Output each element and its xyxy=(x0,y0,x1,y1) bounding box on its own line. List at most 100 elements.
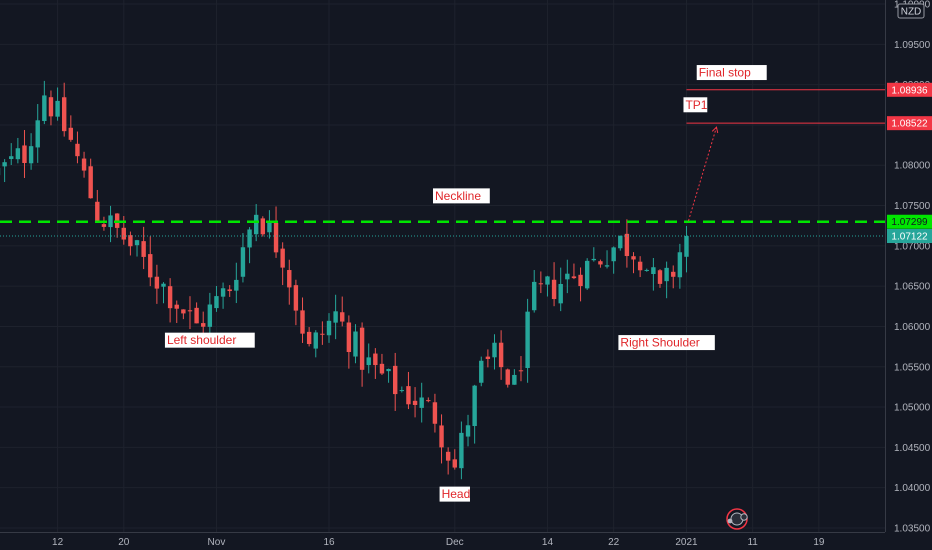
candle-body[interactable] xyxy=(174,304,179,309)
candle-body[interactable] xyxy=(644,269,649,271)
annotation-head[interactable]: Head xyxy=(439,486,471,502)
candle-body[interactable] xyxy=(571,276,577,279)
candle-body[interactable] xyxy=(267,222,272,233)
candle-body[interactable] xyxy=(300,310,305,334)
candle-body[interactable] xyxy=(353,331,358,357)
candle-body[interactable] xyxy=(498,342,504,368)
candle-body[interactable] xyxy=(247,229,252,248)
candle-body[interactable] xyxy=(439,425,444,448)
candle-body[interactable] xyxy=(538,283,544,285)
candle-body[interactable] xyxy=(366,357,371,366)
candle-body[interactable] xyxy=(207,304,213,327)
candle-body[interactable] xyxy=(287,270,292,288)
candle-body[interactable] xyxy=(121,227,126,240)
candle-body[interactable] xyxy=(671,271,676,277)
candle-body[interactable] xyxy=(551,279,557,300)
candle-body[interactable] xyxy=(631,256,636,260)
candle-body[interactable] xyxy=(492,342,497,358)
candle-body[interactable] xyxy=(273,222,279,253)
candle-body[interactable] xyxy=(479,360,484,383)
candle-body[interactable] xyxy=(187,310,193,312)
candle-body[interactable] xyxy=(426,400,431,402)
candle-body[interactable] xyxy=(419,397,424,408)
annotation-tp1[interactable]: TP1 xyxy=(683,97,708,113)
candle-body[interactable] xyxy=(22,145,27,164)
candle-body[interactable] xyxy=(42,95,47,122)
candle-body[interactable] xyxy=(320,333,325,335)
candle-body[interactable] xyxy=(584,260,590,289)
candle-body[interactable] xyxy=(234,279,239,291)
candle-body[interactable] xyxy=(306,331,312,345)
candle-body[interactable] xyxy=(333,311,338,323)
currency-badge[interactable]: NZD xyxy=(897,3,925,19)
candle-body[interactable] xyxy=(108,215,113,228)
candle-body[interactable] xyxy=(637,261,643,271)
candles-layer[interactable] xyxy=(0,80,689,480)
candle-body[interactable] xyxy=(558,284,563,304)
price-axis[interactable]: 1.03500 1.04000 1.04500 1.05000 1.05500 1.060… xyxy=(885,0,932,534)
candle-body[interactable] xyxy=(220,288,226,297)
candle-body[interactable] xyxy=(148,254,153,278)
candle-body[interactable] xyxy=(432,402,438,424)
candle-body[interactable] xyxy=(167,286,173,309)
candle-body[interactable] xyxy=(62,97,67,132)
candle-body[interactable] xyxy=(532,281,537,311)
candle-body[interactable] xyxy=(578,274,583,287)
candle-body[interactable] xyxy=(445,451,451,461)
candle-body[interactable] xyxy=(399,390,405,392)
candle-body[interactable] xyxy=(181,309,186,314)
candle-body[interactable] xyxy=(518,370,524,372)
candle-body[interactable] xyxy=(260,218,265,235)
candle-body[interactable] xyxy=(472,385,477,427)
candle-body[interactable] xyxy=(293,285,299,311)
candle-body[interactable] xyxy=(2,162,7,167)
candle-body[interactable] xyxy=(326,320,332,336)
candle-body[interactable] xyxy=(280,248,285,268)
candle-body[interactable] xyxy=(128,235,133,247)
candle-body[interactable] xyxy=(88,166,93,199)
candle-body[interactable] xyxy=(459,432,464,469)
candle-body[interactable] xyxy=(512,374,517,385)
candle-body[interactable] xyxy=(75,143,80,157)
candle-body[interactable] xyxy=(624,233,630,257)
candle-body[interactable] xyxy=(55,100,60,117)
candle-body[interactable] xyxy=(664,267,669,282)
candle-body[interactable] xyxy=(28,146,34,164)
candle-body[interactable] xyxy=(565,273,570,280)
candle-body[interactable] xyxy=(154,276,160,289)
candle-body[interactable] xyxy=(359,327,365,370)
candle-body[interactable] xyxy=(598,261,603,265)
candle-body[interactable] xyxy=(141,241,146,257)
candle-body[interactable] xyxy=(379,363,385,374)
annotation-left-shoulder[interactable]: Left shoulder xyxy=(164,332,255,348)
annotation-neckline[interactable]: Neckline xyxy=(433,188,490,204)
candle-body[interactable] xyxy=(412,400,418,405)
candle-body[interactable] xyxy=(657,270,663,284)
levels-layer[interactable] xyxy=(0,89,885,237)
annotation-final-stop[interactable]: Final stop xyxy=(696,65,767,81)
candle-body[interactable] xyxy=(95,201,100,223)
candle-body[interactable] xyxy=(386,368,391,372)
candle-body[interactable] xyxy=(505,369,510,385)
candle-body[interactable] xyxy=(214,296,219,309)
candle-body[interactable] xyxy=(591,258,596,261)
candle-body[interactable] xyxy=(35,120,40,148)
candle-body[interactable] xyxy=(611,247,616,262)
candle-body[interactable] xyxy=(346,322,352,353)
candle-body[interactable] xyxy=(81,158,87,171)
candle-body[interactable] xyxy=(161,283,166,287)
candle-body[interactable] xyxy=(340,312,345,322)
candle-body[interactable] xyxy=(227,289,232,292)
candle-body[interactable] xyxy=(545,276,550,285)
candle-body[interactable] xyxy=(194,307,199,324)
candle-body[interactable] xyxy=(9,156,14,160)
time-axis[interactable]: 12 20 Nov 16 Dec 14 22 2021 11 19 xyxy=(0,532,932,550)
candle-body[interactable] xyxy=(684,236,689,257)
candle-body[interactable] xyxy=(406,386,411,405)
candle-body[interactable] xyxy=(313,332,318,349)
candle-body[interactable] xyxy=(134,240,140,246)
candle-body[interactable] xyxy=(101,224,107,227)
candle-body[interactable] xyxy=(240,247,246,277)
candle-body[interactable] xyxy=(677,252,683,278)
candle-body[interactable] xyxy=(618,235,623,249)
